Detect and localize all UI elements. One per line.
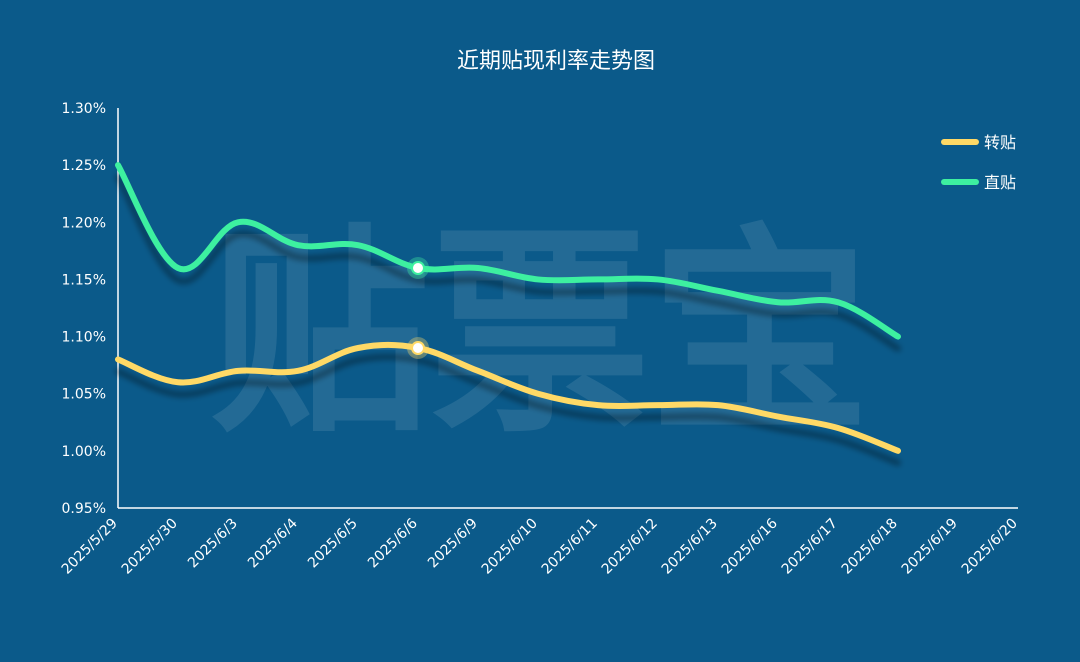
x-tick-label: 2025/6/19 (899, 516, 961, 578)
x-tick-label: 2025/6/9 (425, 516, 481, 572)
legend-label: 直贴 (984, 173, 1016, 192)
x-tick-label: 2025/5/29 (59, 516, 121, 578)
x-tick-label: 2025/6/11 (539, 516, 601, 578)
x-tick-label: 2025/6/10 (479, 516, 541, 578)
series-layer (115, 162, 901, 454)
chart-title: 近期贴现利率走势图 (457, 49, 655, 74)
highlight-point[interactable] (411, 261, 425, 275)
y-tick-label: 1.10% (62, 330, 106, 346)
x-tick-label: 2025/6/16 (719, 515, 781, 577)
x-tick-label: 2025/6/18 (839, 516, 901, 578)
highlight-point[interactable] (411, 341, 425, 355)
x-tick-label: 2025/6/5 (305, 516, 361, 572)
x-tick-label: 2025/6/4 (245, 515, 301, 571)
x-tick-label: 2025/6/6 (365, 515, 421, 571)
y-tick-label: 1.15% (62, 272, 106, 288)
y-axis: 1.30% 1.25% 1.20% 1.15% 1.10% 1.05% 1.00% 0.95% (62, 101, 119, 517)
y-tick-label: 1.25% (62, 158, 106, 174)
y-tick-label: 1.00% (62, 444, 106, 460)
y-tick-label: 0.95% (62, 501, 106, 517)
x-tick-label: 2025/6/3 (185, 516, 241, 572)
x-tick-label: 2025/6/12 (599, 516, 661, 578)
series-line-0 (115, 341, 901, 454)
legend-label: 转贴 (984, 133, 1016, 152)
x-tick-label: 2025/6/17 (779, 516, 841, 578)
x-tick-label: 2025/5/30 (119, 516, 181, 578)
y-tick-label: 1.30% (62, 101, 106, 117)
y-tick-label: 1.20% (62, 215, 106, 231)
y-tick-label: 1.05% (62, 387, 106, 403)
series-line-1 (115, 162, 901, 340)
x-tick-label: 2025/6/13 (659, 516, 721, 578)
x-tick-label: 2025/6/20 (959, 516, 1021, 578)
